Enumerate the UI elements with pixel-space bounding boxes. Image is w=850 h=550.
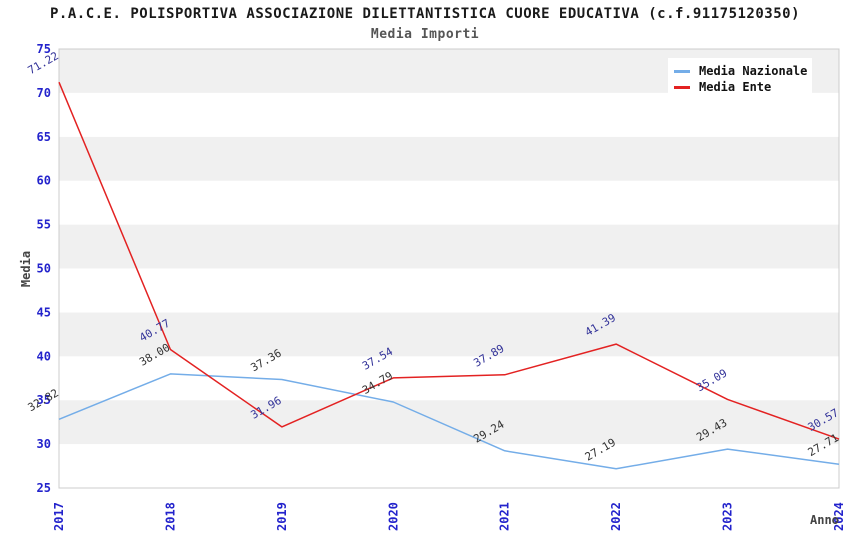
svg-text:2024: 2024 <box>832 502 846 531</box>
svg-text:45: 45 <box>37 305 51 319</box>
svg-text:2023: 2023 <box>721 502 735 531</box>
legend-label: Media Nazionale <box>699 64 808 78</box>
legend-item-media-ente: Media Ente <box>674 79 806 95</box>
y-axis-title: Media <box>19 250 33 288</box>
x-axis-title: Anno <box>810 513 839 527</box>
chart-title: P.A.C.E. POLISPORTIVA ASSOCIAZIONE DILET… <box>49 6 800 22</box>
svg-text:2021: 2021 <box>498 502 512 531</box>
svg-text:30: 30 <box>37 437 51 451</box>
svg-text:65: 65 <box>37 130 51 144</box>
svg-text:60: 60 <box>37 174 51 188</box>
svg-text:35: 35 <box>37 393 51 407</box>
legend-item-media-nazionale: Media Nazionale <box>674 63 808 79</box>
svg-text:55: 55 <box>37 218 51 232</box>
media-ente-line-swatch <box>674 85 690 89</box>
svg-text:32.82: 32.82 <box>26 386 61 414</box>
svg-text:2017: 2017 <box>52 502 66 531</box>
legend-label: Media Ente <box>699 80 772 94</box>
chart-subtitle: Media Importi <box>370 27 480 42</box>
svg-text:2020: 2020 <box>386 502 400 531</box>
svg-text:70: 70 <box>37 86 51 100</box>
svg-text:2018: 2018 <box>163 502 177 531</box>
svg-text:40: 40 <box>37 349 51 363</box>
svg-text:25: 25 <box>37 481 51 495</box>
svg-text:2022: 2022 <box>609 502 623 531</box>
svg-text:2019: 2019 <box>275 502 289 531</box>
svg-text:75: 75 <box>37 42 51 56</box>
media-nazionale-line-swatch <box>674 69 690 73</box>
svg-text:50: 50 <box>37 262 51 276</box>
legend: Media Nazionale Media Ente <box>668 58 812 101</box>
